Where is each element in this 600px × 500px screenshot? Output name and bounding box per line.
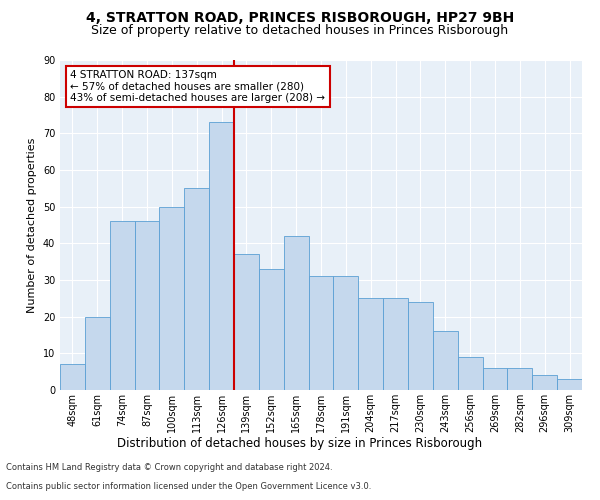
Bar [358, 298, 383, 390]
Bar [284, 236, 308, 390]
Text: 4, STRATTON ROAD, PRINCES RISBOROUGH, HP27 9BH: 4, STRATTON ROAD, PRINCES RISBOROUGH, HP… [86, 11, 514, 25]
Text: Contains public sector information licensed under the Open Government Licence v3: Contains public sector information licen… [6, 482, 371, 491]
Bar [334, 276, 358, 390]
Bar [60, 364, 85, 390]
Bar [557, 379, 582, 390]
Bar [85, 316, 110, 390]
Bar [458, 357, 482, 390]
Bar [508, 368, 532, 390]
Bar [383, 298, 408, 390]
Bar [209, 122, 234, 390]
Text: Distribution of detached houses by size in Princes Risborough: Distribution of detached houses by size … [118, 438, 482, 450]
Bar [408, 302, 433, 390]
Bar [184, 188, 209, 390]
Bar [433, 332, 458, 390]
Bar [532, 376, 557, 390]
Bar [259, 269, 284, 390]
Bar [110, 222, 134, 390]
Bar [234, 254, 259, 390]
Bar [482, 368, 508, 390]
Y-axis label: Number of detached properties: Number of detached properties [27, 138, 37, 312]
Bar [134, 222, 160, 390]
Bar [308, 276, 334, 390]
Text: Contains HM Land Registry data © Crown copyright and database right 2024.: Contains HM Land Registry data © Crown c… [6, 464, 332, 472]
Text: Size of property relative to detached houses in Princes Risborough: Size of property relative to detached ho… [91, 24, 509, 37]
Bar [160, 206, 184, 390]
Text: 4 STRATTON ROAD: 137sqm
← 57% of detached houses are smaller (280)
43% of semi-d: 4 STRATTON ROAD: 137sqm ← 57% of detache… [70, 70, 325, 103]
